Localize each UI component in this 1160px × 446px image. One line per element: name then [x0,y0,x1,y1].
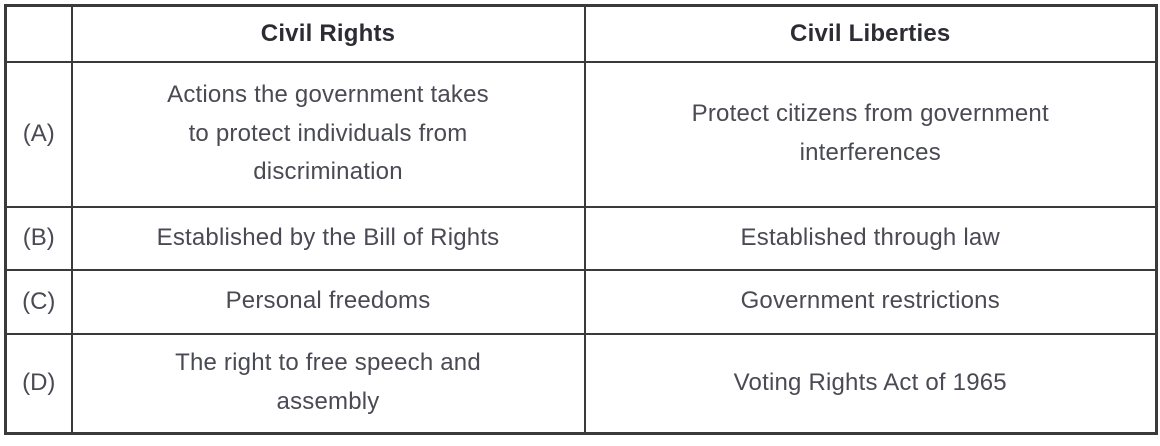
row-d-label: (D) [4,332,73,435]
civil-rights-liberties-comparison-table: Civil Rights Civil Liberties (A) Actions… [4,4,1158,435]
header-civil-rights: Civil Rights [70,4,586,63]
row-a-label: (A) [4,60,73,208]
row-c-label: (C) [4,268,73,335]
row-b-civil-liberties-cell: Established through law [583,205,1158,271]
row-a-civil-rights-cell: Actions the government takes to protect … [70,60,586,208]
row-b-civil-rights-cell: Established by the Bill of Rights [70,205,586,271]
row-b-label: (B) [4,205,73,271]
row-c-civil-liberties-cell: Government restrictions [583,268,1158,335]
row-d-civil-rights-cell: The right to free speech and assembly [70,332,586,435]
table-row-b: (B) Established by the Bill of Rights Es… [4,205,1158,271]
row-d-civil-liberties-cell: Voting Rights Act of 1965 [583,332,1158,435]
header-empty-cell [4,4,73,63]
table-header-row: Civil Rights Civil Liberties [4,4,1158,63]
header-civil-liberties: Civil Liberties [583,4,1158,63]
table-row-d: (D) The right to free speech and assembl… [4,332,1158,435]
row-c-civil-rights-cell: Personal freedoms [70,268,586,335]
table-row-a: (A) Actions the government takes to prot… [4,60,1158,208]
table-row-c: (C) Personal freedoms Government restric… [4,268,1158,335]
row-a-civil-liberties-cell: Protect citizens from government interfe… [583,60,1158,208]
